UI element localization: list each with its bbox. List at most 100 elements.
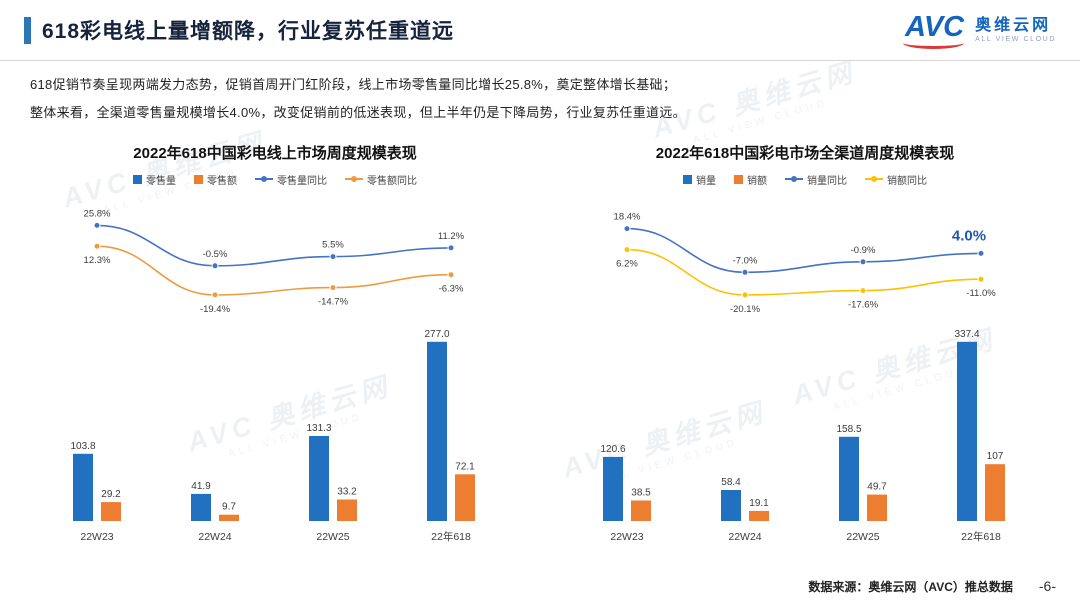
point-label: -14.7% bbox=[318, 297, 349, 308]
bar bbox=[631, 500, 651, 521]
legend-line-dot-icon bbox=[791, 176, 797, 182]
chart-plot: 103.8 41.9 131.3 277.0 29.2 9.7 33.2 72.1 22W23 2… bbox=[70, 208, 475, 543]
data-point bbox=[977, 275, 985, 283]
point-label: -0.9% bbox=[851, 245, 876, 256]
category-label: 22W24 bbox=[198, 531, 231, 543]
legend-item: 销量同比 bbox=[785, 172, 847, 187]
legend-label: 零售量同比 bbox=[277, 175, 327, 187]
legend-item: 零售量 bbox=[133, 172, 176, 187]
chart-online-market: 2022年618中国彩电线上市场周度规模表现 零售量 零售额 零售量同比 零售额同比 … bbox=[20, 132, 530, 555]
bar-value-label: 29.2 bbox=[101, 489, 121, 500]
legend-item: 零售额同比 bbox=[345, 172, 417, 187]
bar bbox=[603, 456, 623, 521]
slide-header: 618彩电线上量增额降，行业复苏任重道远 AVC 奥维云网 ALL VIEW C… bbox=[0, 0, 1080, 61]
category-label: 22年618 bbox=[431, 530, 471, 543]
legend-item: 零售额 bbox=[194, 172, 237, 187]
point-label: 6.2% bbox=[616, 259, 638, 270]
chart-omni-channel: 2022年618中国彩电市场全渠道周度规模表现 销量 销额 销量同比 销额同比 120… bbox=[550, 132, 1060, 555]
data-point bbox=[447, 271, 455, 279]
category-label: 22W25 bbox=[846, 531, 879, 543]
page-title: 618彩电线上量增额降，行业复苏任重道远 bbox=[42, 20, 455, 43]
trend-line bbox=[626, 248, 982, 296]
point-label: -0.5% bbox=[203, 249, 228, 260]
bar-value-label: 9.7 bbox=[222, 502, 236, 513]
data-point bbox=[859, 258, 867, 266]
data-point bbox=[977, 249, 985, 257]
intro-line-1: 618促销节奏呈现两端发力态势，促销首周开门红阶段，线上市场零售量同比增长25.… bbox=[30, 77, 677, 92]
point-label: -7.0% bbox=[733, 255, 758, 266]
bar bbox=[427, 341, 447, 521]
slide-footer: 数据来源：奥维云网（AVC）推总数据 -6- bbox=[808, 578, 1056, 595]
data-point bbox=[859, 287, 867, 295]
title-accent-bar bbox=[24, 16, 31, 44]
legend-label: 销额 bbox=[747, 175, 767, 187]
data-point bbox=[93, 221, 101, 229]
legend-label: 销额同比 bbox=[887, 175, 927, 187]
point-label: 5.5% bbox=[322, 240, 344, 251]
data-point bbox=[447, 244, 455, 252]
chart-legend: 销量 销额 销量同比 销额同比 bbox=[550, 171, 1060, 187]
legend-bar-swatch-icon bbox=[194, 174, 203, 184]
legend-bar-swatch-icon bbox=[734, 174, 743, 184]
point-label: 11.2% bbox=[438, 231, 465, 242]
bar bbox=[337, 499, 357, 521]
bar-value-label: 19.1 bbox=[749, 498, 769, 509]
bar-value-label: 107 bbox=[987, 451, 1004, 462]
data-point bbox=[623, 246, 631, 254]
legend-bar-swatch-icon bbox=[683, 174, 692, 184]
category-label: 22W24 bbox=[728, 531, 761, 543]
legend-line-dot-icon bbox=[261, 176, 267, 182]
legend-item: 销量 bbox=[683, 172, 716, 187]
legend-line-dot-icon bbox=[871, 176, 877, 182]
trend-line bbox=[96, 224, 452, 267]
bar bbox=[191, 493, 211, 521]
data-point bbox=[329, 253, 337, 261]
bar-value-label: 337.4 bbox=[954, 329, 979, 340]
bar bbox=[749, 510, 769, 521]
category-label: 22W23 bbox=[80, 531, 113, 543]
legend-line-swatch-icon bbox=[255, 176, 273, 182]
bar-value-label: 38.5 bbox=[631, 488, 651, 499]
legend-label: 销量同比 bbox=[807, 175, 847, 187]
legend-label: 零售额 bbox=[207, 175, 237, 187]
chart-legend: 零售量 零售额 零售量同比 零售额同比 bbox=[20, 171, 530, 187]
legend-item: 销额 bbox=[734, 172, 767, 187]
point-label: -20.1% bbox=[730, 304, 761, 315]
bar-value-label: 41.9 bbox=[191, 481, 211, 492]
bar bbox=[839, 436, 859, 521]
data-point bbox=[741, 291, 749, 299]
trend-line bbox=[626, 227, 982, 274]
intro-line-2: 整体来看，全渠道零售量规模增长4.0%，改变促销前的低迷表现，但上半年仍是下降局… bbox=[30, 105, 686, 120]
bar-value-label: 103.8 bbox=[70, 441, 95, 452]
category-label: 22W25 bbox=[316, 531, 349, 543]
chart-title: 2022年618中国彩电市场全渠道周度规模表现 bbox=[655, 145, 955, 162]
bar-value-label: 158.5 bbox=[836, 424, 861, 435]
legend-label: 销量 bbox=[696, 175, 716, 187]
data-point bbox=[329, 284, 337, 292]
intro-text: 618促销节奏呈现两端发力态势，促销首周开门红阶段，线上市场零售量同比增长25.… bbox=[0, 61, 1080, 132]
point-label: 4.0% bbox=[952, 227, 986, 244]
legend-line-swatch-icon bbox=[785, 176, 803, 182]
bar-value-label: 49.7 bbox=[867, 482, 887, 493]
point-label: 12.3% bbox=[84, 255, 111, 266]
trend-line bbox=[96, 245, 452, 296]
legend-line-swatch-icon bbox=[865, 176, 883, 182]
point-label: -19.4% bbox=[200, 304, 231, 315]
logo-brand-icon: AVC bbox=[903, 11, 968, 50]
legend-bar-swatch-icon bbox=[133, 174, 142, 184]
logo-text-block: 奥维云网 ALL VIEW CLOUD bbox=[975, 16, 1056, 45]
point-label: -11.0% bbox=[966, 288, 996, 299]
data-point bbox=[741, 268, 749, 276]
bar bbox=[985, 464, 1005, 521]
bar-value-label: 131.3 bbox=[306, 423, 331, 434]
legend-item: 零售量同比 bbox=[255, 172, 327, 187]
avc-logo: AVC 奥维云网 ALL VIEW CLOUD bbox=[903, 11, 1056, 50]
bar bbox=[73, 453, 93, 521]
chart-plot: 120.6 58.4 158.5 337.4 38.5 19.1 49.7 107 22W23 2… bbox=[600, 212, 1005, 543]
point-label: -17.6% bbox=[848, 300, 879, 311]
legend-item: 销额同比 bbox=[865, 172, 927, 187]
bar bbox=[309, 436, 329, 521]
legend-label: 零售额同比 bbox=[367, 175, 417, 187]
charts-row: 2022年618中国彩电线上市场周度规模表现 零售量 零售额 零售量同比 零售额同比 … bbox=[0, 132, 1080, 555]
